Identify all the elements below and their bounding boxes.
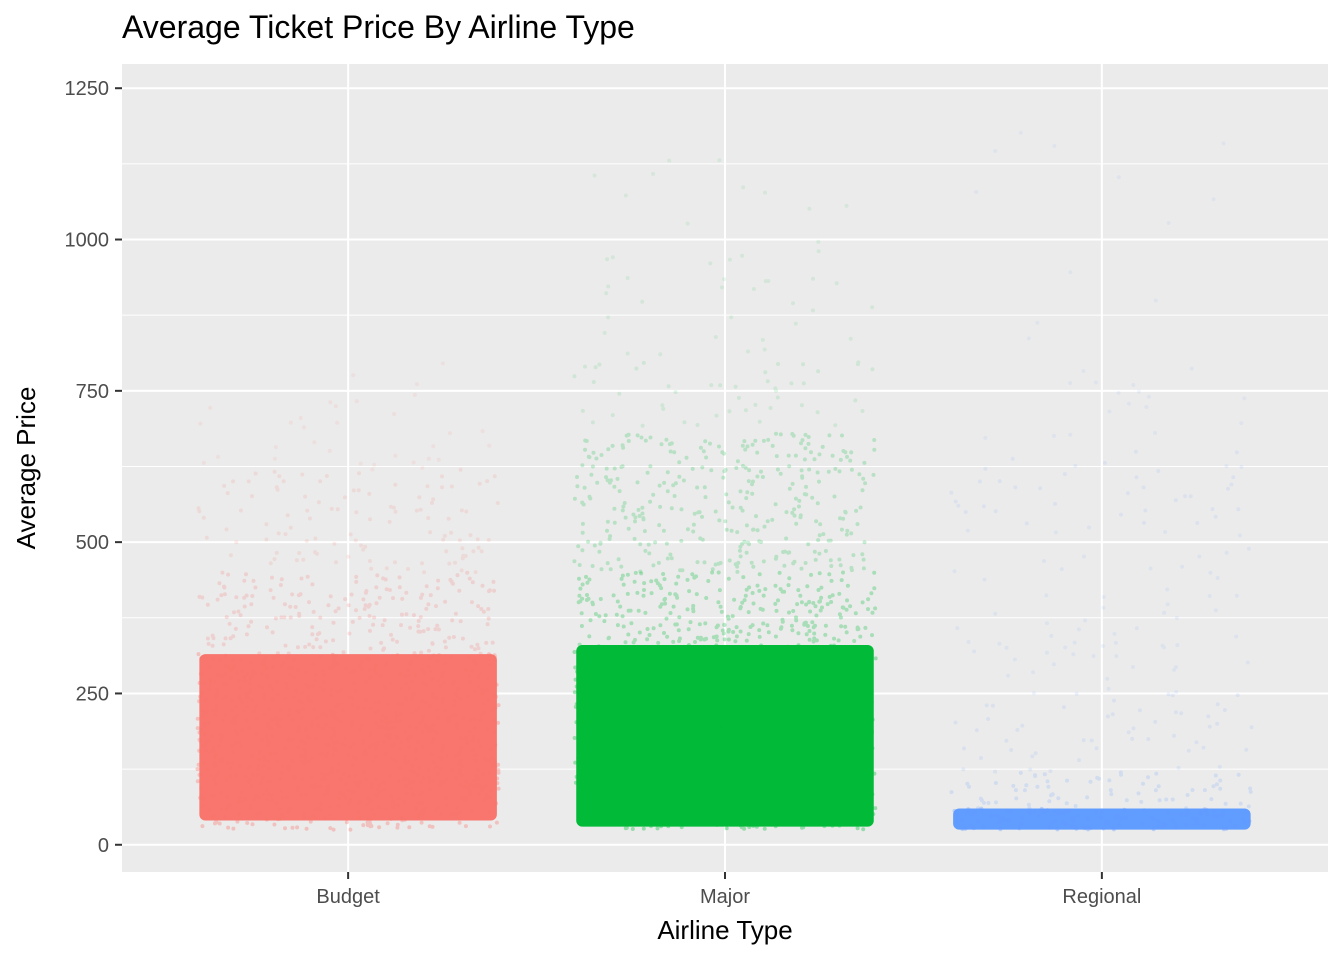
point-band	[592, 158, 849, 226]
series-budget	[195, 361, 501, 832]
chart-title: Average Ticket Price By Airline Type	[122, 9, 635, 45]
y-tick-label: 500	[76, 532, 109, 554]
x-axis-title: Airline Type	[657, 915, 792, 945]
point-band	[983, 380, 1247, 440]
point-band	[974, 130, 1226, 373]
point-band	[198, 392, 492, 472]
x-tick-label: Budget	[316, 886, 380, 908]
y-tick-label: 750	[76, 381, 109, 403]
y-axis-title: Average Price	[11, 387, 41, 550]
x-axis: Budget Major Regional	[316, 872, 1141, 908]
series-major	[572, 158, 878, 832]
y-tick-label: 1000	[65, 230, 110, 252]
point-band	[952, 525, 1251, 696]
dense-band	[953, 808, 1251, 830]
x-tick-label: Major	[700, 886, 750, 908]
y-tick-label: 250	[76, 683, 109, 705]
point-band	[953, 691, 1254, 774]
y-axis: 0 250 500 750 1000 1250	[65, 78, 122, 857]
y-tick-label: 0	[98, 835, 109, 857]
point-band	[195, 652, 501, 832]
series-regional	[949, 130, 1254, 832]
point-band	[949, 770, 1253, 811]
point-band	[576, 570, 878, 647]
point-band	[602, 239, 875, 357]
point-band	[952, 806, 1252, 832]
dense-band	[199, 654, 497, 821]
major-gridlines	[122, 64, 1328, 872]
point-band	[197, 570, 497, 656]
point-band	[572, 643, 878, 832]
point-band	[572, 360, 875, 428]
point-band	[351, 361, 445, 387]
dense-band	[576, 645, 874, 827]
data-points	[195, 130, 1254, 832]
x-tick-label: Regional	[1062, 886, 1141, 908]
point-band	[572, 431, 877, 574]
point-band	[949, 449, 1244, 526]
point-band	[196, 467, 500, 575]
y-tick-label: 1250	[65, 78, 110, 100]
